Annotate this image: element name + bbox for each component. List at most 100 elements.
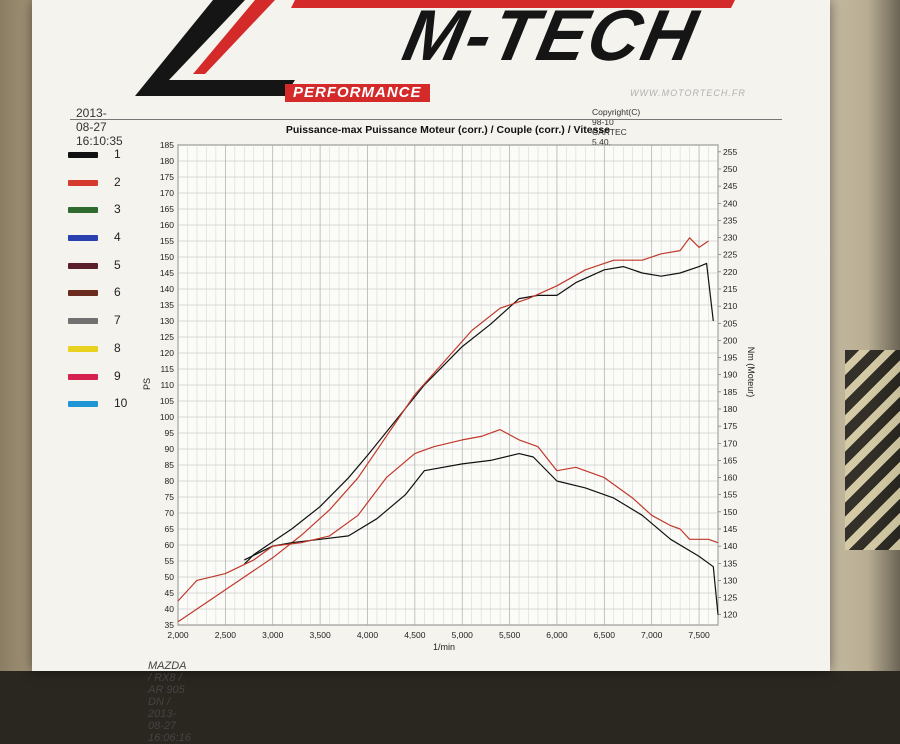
y-right-tick-label: 150 [723, 507, 737, 517]
y-left-tick-label: 155 [160, 236, 174, 246]
x-axis-label: 1/min [433, 642, 455, 652]
x-tick-label: 6,500 [594, 630, 616, 640]
y-right-tick-label: 125 [723, 593, 737, 603]
y-right-tick-label: 135 [723, 558, 737, 568]
y-right-tick-label: 220 [723, 267, 737, 277]
y-right-tick-label: 245 [723, 181, 737, 191]
y-left-tick-label: 135 [160, 300, 174, 310]
y-right-tick-label: 145 [723, 524, 737, 534]
y-right-tick-label: 210 [723, 301, 737, 311]
y-right-tick-label: 235 [723, 215, 737, 225]
y-right-tick-label: 200 [723, 335, 737, 345]
y-right-tick-label: 185 [723, 387, 737, 397]
background-fabric [845, 350, 900, 550]
legend-swatch [68, 235, 98, 242]
y-right-tick-label: 250 [723, 164, 737, 174]
y-left-tick-label: 180 [160, 156, 174, 166]
y-right-tick-label: 140 [723, 541, 737, 551]
legend-label: 6 [114, 285, 121, 300]
y-right-tick-label: 120 [723, 610, 737, 620]
dyno-chart: Puissance-max Puissance Moteur (corr.) /… [142, 124, 756, 652]
background-right [820, 0, 900, 671]
y-right-tick-label: 190 [723, 370, 737, 380]
y-left-tick-label: 70 [165, 508, 175, 518]
header-divider [70, 119, 782, 120]
y-left-tick-label: 40 [165, 604, 175, 614]
y-left-tick-label: 160 [160, 220, 174, 230]
x-tick-label: 5,500 [499, 630, 521, 640]
y-left-tick-label: 130 [160, 316, 174, 326]
y-left-tick-label: 60 [165, 540, 175, 550]
y-right-tick-label: 205 [723, 318, 737, 328]
series-line-1-power [243, 262, 714, 565]
legend-swatch [68, 179, 98, 186]
legend-label: 4 [114, 230, 121, 245]
y-left-tick-label: 175 [160, 172, 174, 182]
x-tick-label: 6,000 [546, 630, 568, 640]
y-left-tick-label: 100 [160, 412, 174, 422]
y-left-tick-label: 145 [160, 268, 174, 278]
y-right-tick-label: 130 [723, 575, 737, 585]
y-right-tick-label: 155 [723, 490, 737, 500]
chart-title: Puissance-max Puissance Moteur (corr.) /… [286, 124, 610, 136]
y-right-tick-label: 240 [723, 198, 737, 208]
brand-logo: M-TECH PERFORMANCE WWW.MOTORTECH.FR [135, 0, 745, 104]
x-tick-label: 2,000 [167, 630, 189, 640]
legend-label: 3 [114, 202, 121, 217]
logo-tagline: PERFORMANCE [285, 84, 430, 102]
y-left-tick-label: 80 [165, 476, 175, 486]
legend-swatch [68, 207, 98, 214]
legend-swatch [68, 262, 98, 269]
x-tick-label: 7,500 [688, 630, 710, 640]
legend-swatch [68, 373, 98, 380]
legend-swatch [68, 318, 98, 325]
y-left-tick-label: 165 [160, 204, 174, 214]
y-left-tick-label: 115 [160, 364, 174, 374]
y-left-tick-label: 95 [165, 428, 175, 438]
y-right-tick-label: 230 [723, 233, 737, 243]
y-right-tick-label: 165 [723, 455, 737, 465]
logo-website: WWW.MOTORTECH.FR [630, 88, 746, 98]
series-line-1-torque [244, 453, 719, 615]
y-left-tick-label: 85 [165, 460, 175, 470]
y-right-tick-label: 160 [723, 473, 737, 483]
legend-swatch [68, 152, 98, 158]
y-left-tick-label: 50 [165, 572, 175, 582]
legend-label: 1 [114, 147, 121, 161]
y-left-tick-label: 90 [165, 444, 175, 454]
y-left-tick-label: 110 [160, 380, 174, 390]
y-right-tick-label: 170 [723, 438, 737, 448]
y-right-tick-label: 225 [723, 250, 737, 260]
x-tick-label: 2,500 [215, 630, 237, 640]
x-tick-label: 3,000 [262, 630, 284, 640]
legend-swatch [68, 401, 98, 408]
y-right-axis-label: Nm (Moteur) [746, 347, 756, 398]
y-right-tick-label: 175 [723, 421, 737, 431]
y-left-tick-label: 125 [160, 332, 174, 342]
y-left-tick-label: 45 [165, 588, 175, 598]
footer-vehicle-info: MAZDA / RX8 / AR 905 DN / 2013-08-27 16:… [148, 660, 191, 744]
legend-swatch [68, 290, 98, 297]
y-left-axis-label: PS [142, 378, 152, 390]
legend-label: 9 [114, 368, 121, 383]
logo-graphic [135, 0, 735, 96]
y-right-tick-label: 195 [723, 353, 737, 363]
x-tick-label: 5,000 [452, 630, 474, 640]
legend-label: 7 [114, 313, 121, 328]
y-right-tick-label: 255 [723, 147, 737, 157]
legend-swatch [68, 345, 98, 352]
x-tick-label: 3,500 [309, 630, 331, 640]
y-left-tick-label: 105 [160, 396, 174, 406]
y-left-tick-label: 35 [165, 620, 175, 630]
run-datetime: 2013-08-27 16:10:35 [76, 106, 123, 148]
x-tick-label: 7,000 [641, 630, 663, 640]
y-left-tick-label: 120 [160, 348, 174, 358]
x-tick-label: 4,000 [357, 630, 379, 640]
x-tick-label: 4,500 [404, 630, 426, 640]
y-left-tick-label: 185 [160, 140, 174, 150]
series-line-2-power [177, 237, 709, 623]
legend-label: 2 [114, 174, 121, 189]
y-right-tick-label: 215 [723, 284, 737, 294]
y-left-tick-label: 140 [160, 284, 174, 294]
legend-label: 10 [114, 396, 128, 411]
